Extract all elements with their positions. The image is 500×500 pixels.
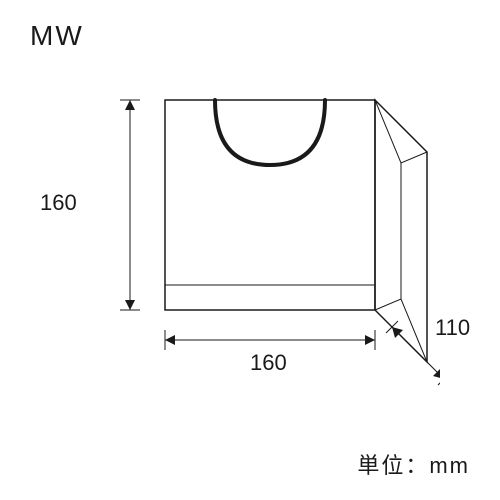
dimension-width <box>165 330 375 350</box>
bag-diagram: 160 160 110 <box>60 60 440 440</box>
unit-label: 単位：mm <box>357 448 470 480</box>
bag-svg <box>60 60 440 440</box>
product-code-title: MW <box>30 20 84 52</box>
width-value: 160 <box>250 350 287 376</box>
bag-gusset-fold-top <box>375 100 427 163</box>
bag-front-face <box>165 100 375 310</box>
dimension-height <box>120 100 140 310</box>
height-value: 160 <box>40 190 77 216</box>
bag-handle <box>215 100 325 165</box>
dimension-depth <box>386 321 440 385</box>
depth-value: 110 <box>435 315 470 341</box>
